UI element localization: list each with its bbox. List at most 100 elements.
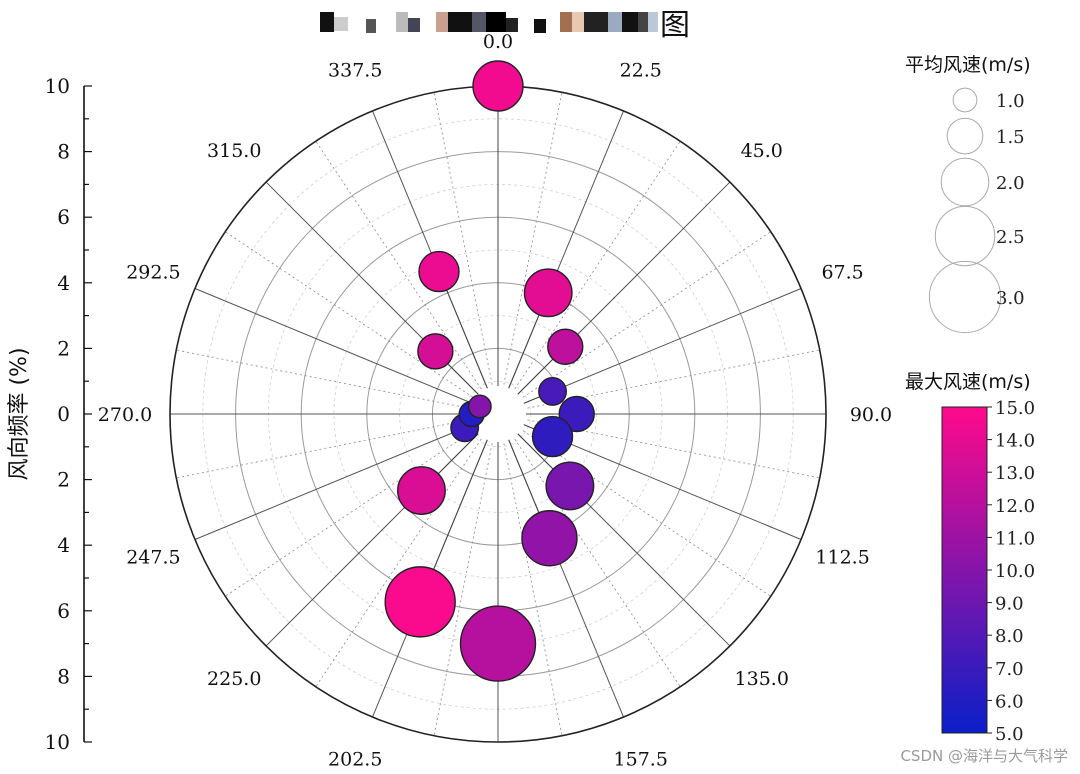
data-bubble (472, 60, 524, 112)
angle-tick-label: 315.0 (207, 140, 261, 162)
redacted-pixel-block (408, 18, 420, 32)
colorbar-tick-label: 8.0 (995, 626, 1024, 647)
angular-grid-spoke (194, 413, 499, 540)
radial-tick-label: 2 (57, 468, 70, 492)
redacted-pixel-block (518, 12, 534, 32)
angle-tick-label: 247.5 (126, 547, 180, 569)
radial-tick-label: 0 (57, 402, 70, 426)
colorbar-tick-label: 14.0 (995, 431, 1035, 452)
colorbar-tick-label: 12.0 (995, 496, 1035, 517)
angular-minor-spoke (315, 141, 499, 415)
data-bubble (384, 566, 456, 638)
size-legend-circle (952, 87, 978, 113)
data-bubble (531, 415, 574, 458)
data-bubble (545, 461, 595, 511)
angle-tick-label: 135.0 (735, 668, 789, 690)
radial-tick-label: 2 (57, 336, 70, 360)
size-legend-label: 3.0 (996, 288, 1025, 309)
size-legend-circle (940, 157, 990, 207)
redacted-pixel-block (334, 17, 348, 31)
radial-tick-label: 10 (45, 74, 70, 98)
data-stem (438, 271, 488, 389)
data-bubble (397, 466, 446, 515)
radial-tick-label: 4 (57, 271, 70, 295)
redacted-pixel-block (534, 19, 546, 33)
redacted-pixel-block (436, 12, 448, 32)
chart-title: 图 (320, 4, 690, 43)
title-visible-char: 图 (660, 8, 690, 43)
angle-tick-label: 0.0 (483, 31, 513, 53)
redacted-pixel-block (448, 12, 472, 32)
angle-tick-label: 292.5 (126, 261, 180, 283)
colorbar-tick-label: 6.0 (995, 691, 1024, 712)
redacted-pixel-block (608, 12, 622, 32)
angle-tick-label: 45.0 (741, 140, 783, 162)
size-legend: 1.0 1.5 2.0 2.5 3.0 (928, 87, 1025, 334)
size-legend-label: 2.5 (996, 227, 1025, 248)
redacted-pixel-block (320, 12, 334, 32)
size-legend-circle (934, 205, 996, 267)
radial-axis-title: 风向频率 (%) (7, 347, 32, 480)
radial-tick-label: 8 (57, 664, 70, 688)
angle-tick-label: 202.5 (328, 749, 382, 771)
redacted-pixel-block (472, 12, 486, 32)
data-bubble (521, 510, 578, 567)
redacted-pixel-block (622, 12, 638, 32)
angle-tick-label: 270.0 (98, 404, 152, 426)
angle-tick-label: 67.5 (821, 261, 863, 283)
radial-tick-label: 6 (57, 205, 70, 229)
size-legend-label: 1.5 (996, 127, 1025, 148)
angle-tick-label: 337.5 (328, 59, 382, 81)
data-bubble (523, 268, 573, 318)
radial-tick-label: 10 (45, 730, 70, 754)
radial-tick-label: 4 (57, 533, 70, 557)
angle-tick-label: 22.5 (620, 59, 662, 81)
colorbar-tick-label: 10.0 (995, 561, 1035, 582)
angular-minor-spoke (497, 413, 563, 736)
angle-tick-label: 157.5 (614, 749, 668, 771)
size-legend-title: 平均风速(m/s) (905, 54, 1031, 76)
data-bubble (547, 328, 584, 365)
angle-tick-label: 90.0 (850, 404, 892, 426)
angular-minor-spoke (225, 231, 499, 415)
data-bubble (538, 376, 567, 406)
redacted-pixel-block (486, 12, 506, 32)
size-legend-circle (946, 117, 984, 155)
color-legend: 15.0 14.0 13.0 12.0 11.0 10.0 9.0 8.0 7.0 6.0 5.0 (941, 398, 1035, 745)
angle-tick-label: 225.0 (207, 668, 261, 690)
colorbar-tick-label: 15.0 (995, 398, 1035, 419)
redacted-pixel-block (348, 12, 366, 32)
redacted-pixel-block (420, 12, 436, 32)
colorbar-tick-label: 7.0 (995, 659, 1024, 680)
redacted-pixel-block (572, 12, 584, 32)
angular-minor-spoke (497, 141, 681, 415)
data-bubble (467, 394, 492, 419)
redacted-pixel-block (546, 12, 560, 32)
angular-minor-spoke (225, 413, 499, 597)
redacted-title-text (320, 7, 658, 37)
colorbar-tick-label: 5.0 (995, 724, 1024, 745)
colorbar-tick-label: 13.0 (995, 463, 1035, 484)
colorbar-tick-label: 9.0 (995, 594, 1024, 615)
data-bubble (417, 333, 454, 370)
color-legend-title: 最大风速(m/s) (905, 371, 1031, 393)
radial-tick-label: 6 (57, 599, 70, 623)
size-legend-circle (928, 260, 1002, 334)
polar-plot-area: 0.022.545.067.590.0112.5135.0157.5180.02… (98, 31, 892, 771)
angle-tick-label: 112.5 (815, 547, 869, 569)
redacted-pixel-block (584, 12, 608, 32)
redacted-pixel-block (506, 18, 518, 32)
redacted-pixel-block (376, 12, 396, 32)
colorbar (941, 406, 988, 734)
radial-tick-label: 8 (57, 140, 70, 164)
data-bubble (418, 250, 460, 293)
watermark: CSDN @海洋与大气科学 (900, 747, 1068, 765)
size-legend-label: 1.0 (996, 91, 1025, 112)
radial-axis: 0 2 2 4 4 6 6 8 8 10 10 风向频率 (%) (7, 74, 92, 754)
redacted-pixel-block (648, 12, 658, 32)
angular-grid-spoke (194, 288, 499, 415)
redacted-pixel-block (396, 12, 408, 32)
redacted-pixel-block (638, 12, 648, 32)
size-legend-label: 2.0 (996, 173, 1025, 194)
